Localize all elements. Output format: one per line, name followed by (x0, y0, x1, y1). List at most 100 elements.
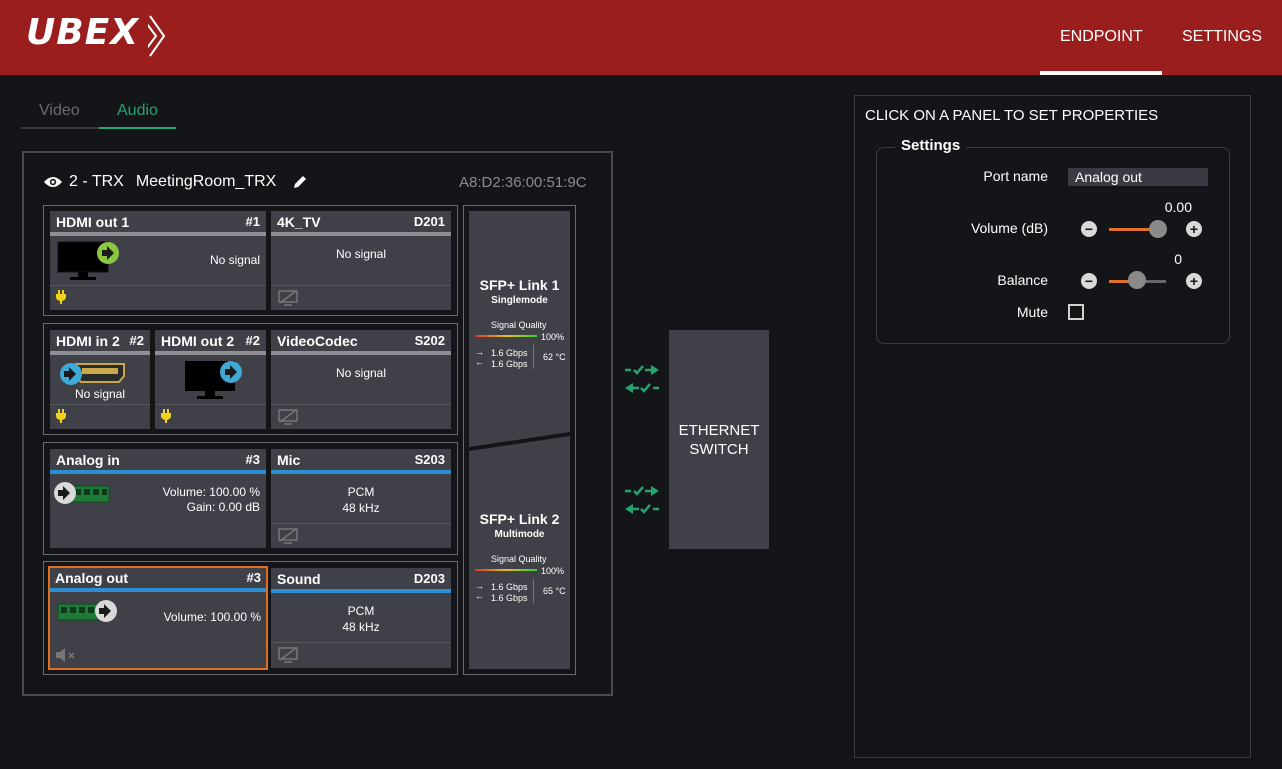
panel-sound[interactable]: Sound D203 PCM 48 kHz (271, 568, 451, 668)
volume-slider-track[interactable] (1109, 228, 1166, 231)
power-plug-icon (161, 409, 171, 423)
properties-panel (854, 95, 1251, 758)
panel-hdmi-out-1[interactable]: HDMI out 1 #1 No signal (50, 211, 266, 310)
panel-number: #3 (245, 452, 260, 467)
signal-quality-bar (475, 569, 537, 571)
panel-number: #2 (129, 333, 144, 348)
no-display-icon (278, 528, 298, 544)
tx-rate: 1.6 Gbps (491, 348, 528, 358)
balance-label: Balance (997, 272, 1048, 288)
port-name-input[interactable]: Analog out (1068, 168, 1208, 186)
nav-settings[interactable]: SETTINGS (1182, 28, 1263, 45)
panel-bar (155, 351, 266, 355)
panel-analog-in[interactable]: Analog in #3 Volume: 100.00 % Gain: 0.00… (50, 449, 266, 548)
panel-title: HDMI out 2 (161, 333, 235, 349)
balance-slider-track-left[interactable] (1109, 280, 1137, 283)
panel-title: Analog in (56, 452, 120, 468)
sfp-link-1[interactable]: SFP+ Link 1 Singlemode Signal Quality 10… (469, 211, 570, 433)
mute-checkbox[interactable] (1068, 304, 1084, 320)
tx-arrow-icon: → (475, 581, 484, 591)
sfp-temperature: 65 °C (543, 586, 566, 596)
port-group-3 (43, 442, 458, 555)
settings-legend: Settings (895, 137, 967, 154)
top-bar: UBEX ENDPOINT SETTINGS (0, 0, 1282, 75)
device-name: MeetingRoom_TRX (135, 173, 277, 190)
panel-title: HDMI in 2 (56, 333, 120, 349)
panel-bar (50, 232, 266, 236)
device-id: 2 - TRX (69, 173, 124, 190)
volume-slider-thumb[interactable] (1149, 220, 1167, 238)
panel-hdmi-in-2[interactable]: HDMI in 2 #2 No signal (50, 330, 150, 429)
panel-videocodec[interactable]: VideoCodec S202 No signal (271, 330, 451, 429)
no-display-icon (278, 290, 298, 306)
panel-status: No signal (74, 387, 126, 401)
pencil-icon[interactable] (292, 174, 308, 190)
sfp-title: SFP+ Link 1 (479, 277, 560, 293)
analog-connector-in-icon (54, 482, 110, 504)
tx-arrow-icon: → (475, 347, 484, 357)
panel-number: S203 (414, 452, 445, 467)
panel-number: D203 (413, 571, 445, 586)
volume-plus-button[interactable]: + (1186, 221, 1202, 237)
panel-4k-tv[interactable]: 4K_TV D201 No signal (271, 211, 451, 310)
panel-mic[interactable]: Mic S203 PCM 48 kHz (271, 449, 451, 548)
panel-format: PCM (347, 604, 375, 618)
panel-bar (271, 351, 451, 355)
volume-minus-button[interactable]: − (1081, 221, 1097, 237)
sfp-group (463, 205, 576, 675)
device-header: 2 - TRX MeetingRoom_TRX (43, 173, 308, 191)
monitor-out-icon (57, 241, 119, 280)
panel-divider (271, 642, 451, 643)
panel-bar (50, 470, 266, 474)
balance-minus-button[interactable]: − (1081, 273, 1097, 289)
no-display-icon (278, 647, 298, 663)
sfp-title: SFP+ Link 2 (479, 511, 560, 527)
volume-value: 0.00 (1164, 199, 1192, 215)
analog-connector-out-icon (57, 600, 117, 622)
panel-number: #1 (245, 214, 260, 229)
tab-audio[interactable]: Audio (117, 102, 158, 119)
speaker-muted-icon (56, 648, 75, 662)
eye-icon[interactable] (43, 175, 63, 189)
panel-bar (271, 589, 451, 593)
balance-value: 0 (1174, 251, 1182, 267)
balance-slider-track-right[interactable] (1137, 280, 1166, 283)
rx-arrow-icon: ← (475, 357, 484, 367)
balance-plus-button[interactable]: + (1186, 273, 1202, 289)
signal-quality-label: Signal Quality (491, 554, 547, 564)
link-1-status-icon (625, 365, 659, 393)
logo-chevrons-icon (148, 15, 166, 57)
settings-fieldset (876, 147, 1230, 344)
panel-hdmi-out-2[interactable]: HDMI out 2 #2 (155, 330, 266, 429)
panel-rate: 48 kHz (342, 620, 380, 634)
sfp-mode: Singlemode (491, 295, 548, 306)
device-mac: A8:D2:36:00:51:9C (459, 174, 587, 191)
panel-bar (271, 470, 451, 474)
panel-bar (50, 351, 150, 355)
no-display-icon (278, 409, 298, 425)
ethernet-label-line-1: ETHERNET (678, 421, 760, 439)
port-group-2 (43, 323, 458, 435)
panel-divider (271, 404, 451, 405)
panel-status: No signal (209, 253, 260, 267)
panel-bar (271, 232, 451, 236)
panel-gain: Gain: 0.00 dB (186, 500, 260, 514)
tab-video-underline (21, 127, 99, 129)
panel-status: No signal (335, 247, 387, 261)
signal-quality-value: 100% (541, 332, 565, 342)
link-2-status-icon (625, 486, 659, 514)
panel-volume: Volume: 100.00 % (162, 485, 260, 499)
tab-video[interactable]: Video (39, 102, 80, 119)
ethernet-switch[interactable]: ETHERNET SWITCH (669, 330, 769, 549)
panel-format: PCM (347, 485, 375, 499)
panel-analog-out[interactable]: Analog out #3 Volume: 100.00 % (48, 566, 268, 670)
panel-title: HDMI out 1 (56, 214, 130, 230)
hdmi-connector-in-icon (60, 363, 125, 385)
port-group-4 (43, 561, 458, 675)
nav-endpoint[interactable]: ENDPOINT (1060, 28, 1143, 45)
sfp-link-2[interactable]: SFP+ Link 2 Multimode Signal Quality 100… (469, 436, 570, 669)
balance-slider-thumb[interactable] (1128, 271, 1146, 289)
signal-quality-label: Signal Quality (491, 320, 547, 330)
power-plug-icon (56, 290, 66, 304)
ubex-logo: UBEX (26, 12, 140, 53)
